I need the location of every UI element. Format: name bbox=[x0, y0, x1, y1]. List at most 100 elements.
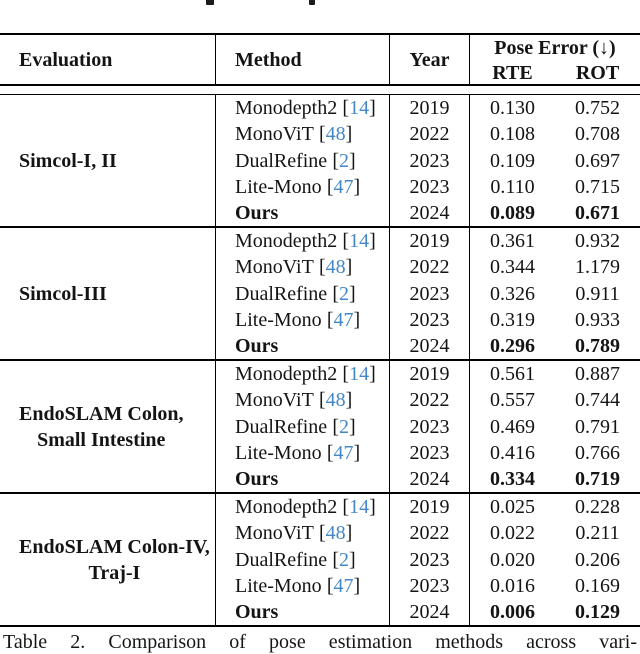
method-cell: Ours bbox=[216, 599, 389, 625]
year-cell: 2023 bbox=[389, 413, 470, 440]
citation-link[interactable]: [48] bbox=[319, 389, 353, 412]
method-name: MonoViT bbox=[235, 389, 314, 412]
citation-number: 14 bbox=[349, 230, 370, 253]
table-row: MonoViT [48] 2022 0.022 0.211 bbox=[216, 520, 640, 547]
header-evaluation: Evaluation bbox=[0, 35, 216, 84]
citation-link[interactable]: [2] bbox=[332, 149, 356, 172]
rte-value: 0.326 bbox=[490, 282, 535, 305]
rte-value: 0.561 bbox=[490, 363, 535, 386]
table-group-endoslam-colon: EndoSLAM Colon, Small Intestine Monodepth… bbox=[0, 359, 640, 493]
rot-value: 0.671 bbox=[575, 201, 620, 224]
method-name: Monodepth2 bbox=[235, 363, 338, 386]
citation-link[interactable]: [14] bbox=[342, 230, 376, 253]
year-cell: 2023 bbox=[389, 546, 470, 573]
citation-number: 2 bbox=[339, 149, 350, 172]
method-cell: MonoViT [48] bbox=[216, 520, 389, 546]
citation-link[interactable]: [2] bbox=[332, 415, 356, 438]
year-cell: 2023 bbox=[389, 572, 470, 599]
citation-number: 14 bbox=[349, 97, 370, 120]
header-pose-error: Pose Error (↓) bbox=[494, 37, 616, 59]
table-row-ours: Ours 2024 0.296 0.789 bbox=[216, 332, 640, 360]
year-cell: 2022 bbox=[389, 387, 470, 414]
citation-number: 2 bbox=[339, 282, 350, 305]
citation-number: 2 bbox=[339, 548, 350, 571]
method-cell: Monodepth2 [14] bbox=[216, 95, 389, 121]
method-name: DualRefine bbox=[235, 149, 328, 172]
table-row: Lite-Mono [47] 2023 0.416 0.766 bbox=[216, 439, 640, 466]
header-pose-subcolumns: RTE ROT bbox=[470, 61, 640, 84]
rot-value: 0.206 bbox=[575, 548, 620, 571]
table-row: Monodepth2 [14] 2019 0.561 0.887 bbox=[216, 361, 640, 388]
method-name: Ours bbox=[235, 334, 279, 357]
method-name: MonoViT bbox=[235, 123, 314, 146]
rot-value: 0.752 bbox=[575, 97, 620, 120]
rte-value: 0.557 bbox=[490, 389, 535, 412]
pose-error-table: Evaluation Method Year Pose Error (↓) RT… bbox=[0, 33, 640, 627]
citation-link[interactable]: [14] bbox=[342, 97, 376, 120]
citation-link[interactable]: [47] bbox=[326, 175, 361, 198]
citation-link[interactable]: [48] bbox=[319, 522, 353, 545]
rte-value: 0.361 bbox=[490, 230, 535, 253]
method-cell: MonoViT [48] bbox=[216, 121, 389, 147]
table-row-ours: Ours 2024 0.006 0.129 bbox=[216, 598, 640, 626]
citation-link[interactable]: [2] bbox=[332, 548, 356, 571]
method-cell: MonoViT [48] bbox=[216, 254, 389, 280]
rot-value: 0.211 bbox=[575, 522, 620, 545]
method-cell: DualRefine [2] bbox=[216, 147, 389, 173]
citation-link[interactable]: [47] bbox=[326, 308, 361, 331]
group-rows: Monodepth2 [14] 2019 0.561 0.887 MonoViT[… bbox=[216, 361, 640, 493]
evaluation-cell: EndoSLAM Colon, Small Intestine bbox=[0, 361, 216, 492]
citation-number: 2 bbox=[339, 415, 350, 438]
method-name: DualRefine bbox=[235, 282, 328, 305]
table-row: Monodepth2 [14] 2019 0.361 0.932 bbox=[216, 228, 640, 255]
evaluation-label: EndoSLAM Colon, Small Intestine bbox=[19, 402, 184, 451]
rte-value: 0.319 bbox=[490, 308, 535, 331]
year-cell: 2024 bbox=[389, 332, 470, 360]
evaluation-cell: Simcol-III bbox=[0, 228, 216, 359]
year-cell: 2022 bbox=[389, 520, 470, 547]
citation-link[interactable]: [48] bbox=[319, 256, 353, 279]
evaluation-label: EndoSLAM Colon-IV, Traj-I bbox=[19, 535, 210, 584]
citation-number: 47 bbox=[333, 441, 354, 464]
table-row: MonoViT [48] 2022 0.557 0.744 bbox=[216, 387, 640, 414]
cut-text-fragment bbox=[206, 0, 214, 5]
rte-value: 0.016 bbox=[490, 574, 535, 597]
rte-value: 0.089 bbox=[490, 201, 535, 224]
header-rte: RTE bbox=[492, 61, 533, 84]
header-pose-error-group: Pose Error (↓) RTE ROT bbox=[470, 35, 640, 84]
rot-value: 0.789 bbox=[575, 334, 620, 357]
citation-link[interactable]: [2] bbox=[332, 282, 356, 305]
year-cell: 2019 bbox=[389, 361, 470, 388]
rot-value: 0.228 bbox=[575, 496, 620, 519]
method-name: Monodepth2 bbox=[235, 230, 338, 253]
rte-value: 0.022 bbox=[490, 522, 535, 545]
year-cell: 2023 bbox=[389, 173, 470, 200]
citation-link[interactable]: [14] bbox=[342, 496, 376, 519]
rot-value: 0.766 bbox=[575, 441, 620, 464]
table-row: Lite-Mono [47] 2023 0.016 0.169 bbox=[216, 572, 640, 599]
method-cell: Lite-Mono [47] bbox=[216, 573, 389, 599]
rte-value: 0.109 bbox=[490, 149, 535, 172]
header-method: Method bbox=[235, 48, 302, 71]
year-cell: 2023 bbox=[389, 439, 470, 466]
citation-link[interactable]: [14] bbox=[342, 363, 376, 386]
rot-value: 0.697 bbox=[575, 149, 620, 172]
citation-link[interactable]: [47] bbox=[326, 441, 361, 464]
year-cell: 2023 bbox=[389, 280, 470, 307]
rte-value: 0.108 bbox=[490, 123, 535, 146]
rte-value: 0.130 bbox=[490, 97, 535, 120]
table-row: Monodepth2 [14] 2019 0.025 0.228 bbox=[216, 494, 640, 521]
rte-value: 0.469 bbox=[490, 415, 535, 438]
group-rows: Monodepth2 [14] 2019 0.130 0.752 MonoViT[… bbox=[216, 95, 640, 227]
rot-value: 0.719 bbox=[575, 467, 620, 490]
citation-link[interactable]: [47] bbox=[326, 574, 361, 597]
method-cell: Ours bbox=[216, 466, 389, 492]
citation-link[interactable]: [48] bbox=[319, 123, 353, 146]
method-name: Monodepth2 bbox=[235, 97, 338, 120]
rot-value: 0.932 bbox=[575, 230, 620, 253]
method-cell: DualRefine [2] bbox=[216, 413, 389, 439]
year-cell: 2023 bbox=[389, 147, 470, 174]
rot-value: 0.708 bbox=[575, 123, 620, 146]
method-name: Lite-Mono bbox=[235, 441, 322, 464]
